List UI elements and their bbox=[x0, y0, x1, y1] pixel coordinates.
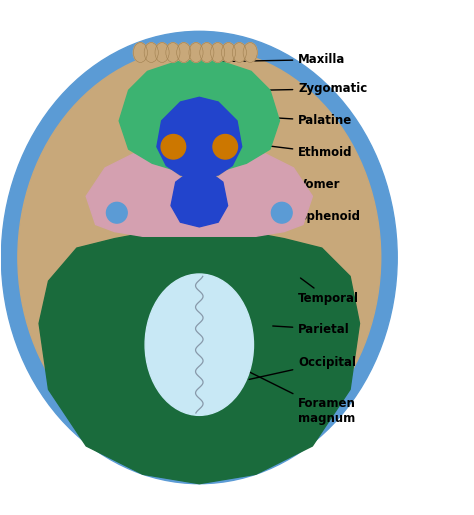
Polygon shape bbox=[157, 97, 242, 177]
Circle shape bbox=[107, 202, 127, 223]
Ellipse shape bbox=[177, 43, 191, 62]
Text: Parietal: Parietal bbox=[273, 322, 350, 336]
Circle shape bbox=[213, 134, 237, 159]
Polygon shape bbox=[119, 60, 279, 173]
Ellipse shape bbox=[200, 43, 214, 62]
Ellipse shape bbox=[166, 43, 180, 62]
Ellipse shape bbox=[221, 43, 236, 62]
Text: Occipital: Occipital bbox=[249, 356, 356, 380]
Polygon shape bbox=[171, 175, 228, 227]
Ellipse shape bbox=[232, 43, 246, 62]
Ellipse shape bbox=[243, 43, 257, 62]
Ellipse shape bbox=[189, 43, 203, 62]
Text: Zygomatic: Zygomatic bbox=[264, 82, 367, 95]
Ellipse shape bbox=[18, 48, 381, 467]
Text: Maxilla: Maxilla bbox=[202, 53, 346, 66]
Text: Temporal: Temporal bbox=[298, 278, 359, 305]
Ellipse shape bbox=[1, 31, 397, 484]
Polygon shape bbox=[86, 154, 312, 236]
Ellipse shape bbox=[155, 43, 169, 62]
Text: Foramen
magnum: Foramen magnum bbox=[220, 358, 356, 425]
Ellipse shape bbox=[133, 43, 147, 62]
Circle shape bbox=[161, 134, 186, 159]
Ellipse shape bbox=[145, 274, 254, 416]
Polygon shape bbox=[39, 229, 359, 484]
Text: Vomer: Vomer bbox=[226, 178, 341, 191]
Ellipse shape bbox=[144, 43, 158, 62]
Circle shape bbox=[272, 202, 292, 223]
Text: Ethmoid: Ethmoid bbox=[240, 142, 353, 159]
Ellipse shape bbox=[210, 43, 225, 62]
Text: Sphenoid: Sphenoid bbox=[264, 210, 360, 222]
Text: Palatine: Palatine bbox=[249, 114, 353, 127]
